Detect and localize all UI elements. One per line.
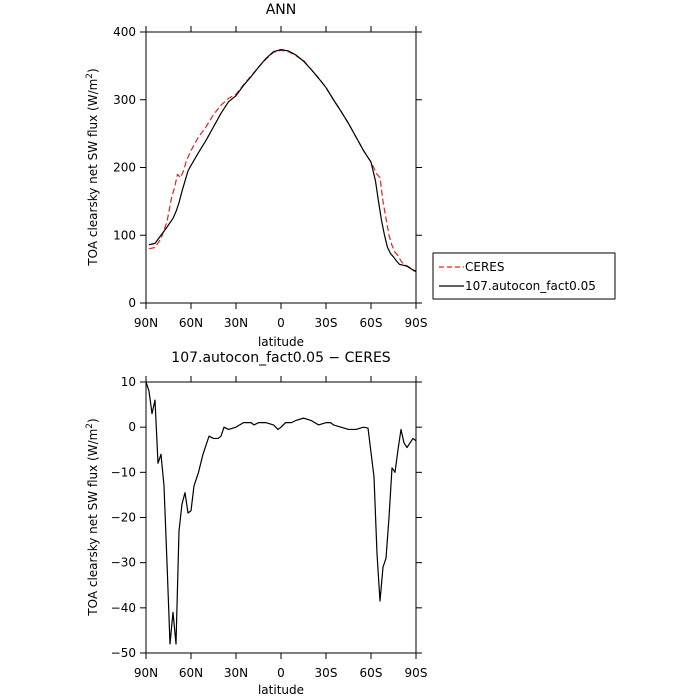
y-tick-label: 400 [113, 25, 136, 39]
plot-title: ANN [266, 2, 297, 18]
y-tick-label: −30 [111, 556, 136, 570]
y-tick-label: −10 [111, 465, 136, 479]
y-tick-label: 0 [128, 420, 136, 434]
legend-label-model: 107.autocon_fact0.05 [465, 279, 596, 293]
y-tick-label: 300 [113, 93, 136, 107]
legend-label-ceres: CERES [465, 260, 505, 274]
x-tick-label: 0 [277, 316, 285, 330]
x-tick-label: 90N [134, 316, 158, 330]
y-tick-label: −40 [111, 601, 136, 615]
plot-title: 107.autocon_fact0.05 − CERES [171, 350, 391, 366]
x-tick-label: 30S [315, 316, 338, 330]
x-axis-title: latitude [258, 683, 304, 697]
series-line-difference-0 [145, 381, 417, 645]
plot-frame [145, 31, 417, 304]
y-tick-label: −50 [111, 646, 136, 660]
plot-difference: 107.autocon_fact0.05 − CERES 90N 60N 30N 0 3… [85, 350, 427, 697]
series-line-ceres [148, 49, 417, 273]
x-tick-label: 60S [360, 316, 383, 330]
plot-frame [145, 381, 417, 654]
y-axis-title: TOA clearsky net SW flux (W/m2) [85, 418, 100, 616]
legend-box [432, 252, 616, 300]
x-tick-label: 30N [224, 316, 248, 330]
y-tick-label: −20 [111, 511, 136, 525]
x-tick-label: 60N [179, 316, 203, 330]
y-tick-label: 0 [128, 296, 136, 310]
y-axis-title: TOA clearsky net SW flux (W/m2) [85, 68, 100, 266]
x-tick-label: 90S [405, 316, 428, 330]
x-tick-label: 90N [134, 666, 158, 680]
y-tick-label: 200 [113, 161, 136, 175]
x-tick-label: 30S [315, 666, 338, 680]
plot-annual-flux: ANN 90N 60N 30N 0 30S 60S 90S 0 100 200 300 400 lat… [85, 2, 427, 349]
x-tick-label: 0 [277, 666, 285, 680]
x-tick-label: 60N [179, 666, 203, 680]
legend: CERES 107.autocon_fact0.05 [432, 252, 616, 300]
y-tick-label: 10 [121, 375, 136, 389]
x-tick-label: 60S [360, 666, 383, 680]
x-tick-label: 90S [405, 666, 428, 680]
y-tick-label: 100 [113, 228, 136, 242]
series-line-107-autocon-fact0-05 [148, 49, 417, 272]
x-axis-title: latitude [258, 335, 304, 349]
x-tick-label: 30N [224, 666, 248, 680]
